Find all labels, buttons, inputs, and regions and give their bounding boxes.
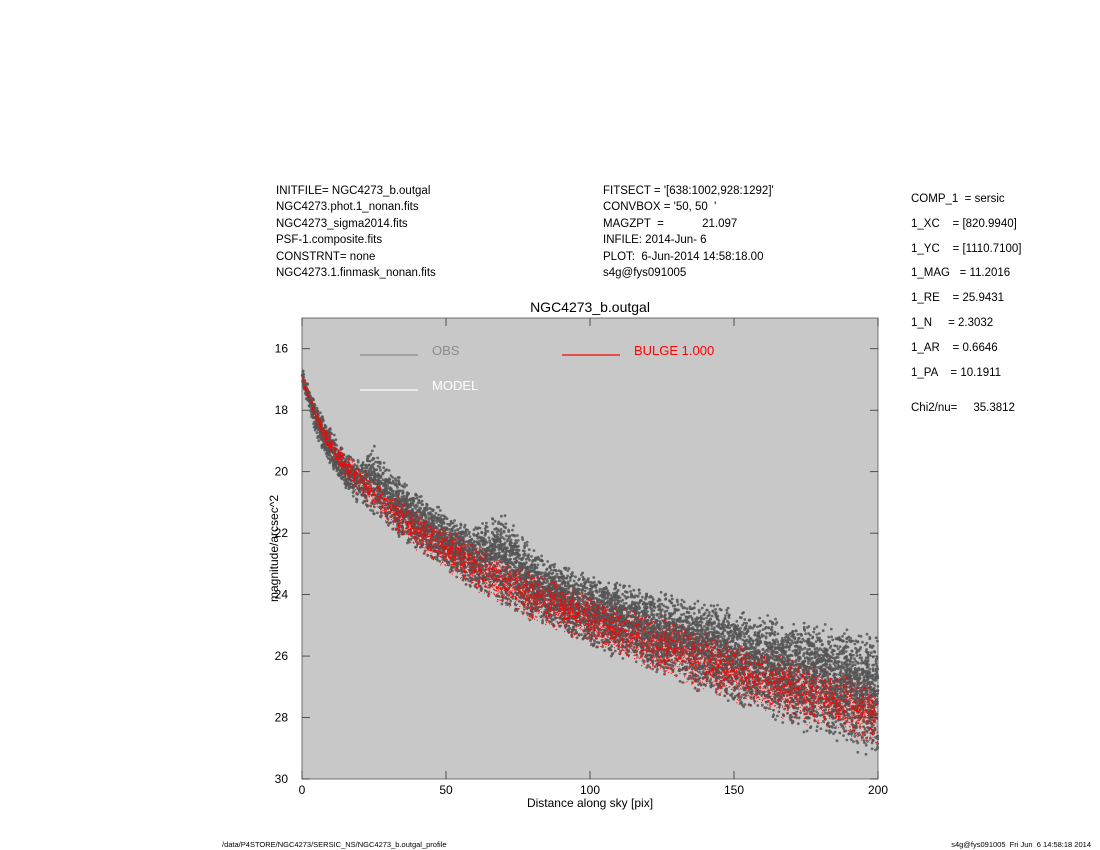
header-left-block: INITFILE= NGC4273_b.outgal NGC4273.phot.1… (276, 183, 436, 281)
fit-param-line-6: 1_AR = 0.6646 (911, 341, 998, 354)
fit-param-line-5: 1_N = 2.3032 (911, 316, 994, 329)
header-left-line-1: NGC4273.phot.1_nonan.fits (276, 201, 419, 214)
y-tick-label: 16 (275, 342, 289, 356)
fit-param-line-7: 1_PA = 10.1911 (911, 366, 1002, 379)
x-tick-label: 200 (868, 783, 888, 797)
axis-ticks: 0 50 100 150 200 16 18 20 22 24 26 28 30 (275, 318, 888, 797)
plot-area (302, 318, 878, 779)
fit-param-line-1: 1_XC = [820.9940] (911, 217, 1017, 230)
chart-legend: OBS MODEL BULGE 1.000 (360, 343, 714, 393)
x-tick-label: 0 (299, 783, 306, 797)
header-left-line-4: CONSTRNT= none (276, 250, 376, 263)
header-mid-line-4: PLOT: 6-Jun-2014 14:58:18.00 (603, 250, 764, 263)
header-left-line-0: INITFILE= NGC4273_b.outgal (276, 185, 431, 197)
header-left-line-2: NGC4273_sigma2014.fits (276, 217, 408, 230)
fit-parameters-block: COMP_1 = sersic 1_XC = [820.9940] 1_YC = [… (911, 191, 1022, 389)
legend-label: MODEL (432, 378, 478, 393)
chart-title: NGC4273_b.outgal (530, 299, 650, 315)
y-tick-label: 30 (275, 772, 289, 786)
header-mid-line-2: MAGZPT = 21.097 (603, 217, 738, 230)
y-tick-label: 24 (275, 588, 289, 602)
header-middle-block: FITSECT = '[638:1002,928:1292]' CONVBOX =… (603, 183, 774, 281)
header-mid-line-1: CONVBOX = '50, 50 ' (603, 201, 717, 214)
x-tick-label: 100 (580, 783, 600, 797)
header-mid-line-3: INFILE: 2014-Jun- 6 (603, 234, 707, 247)
legend-label: BULGE 1.000 (634, 343, 714, 358)
footer-timestamp: s4g@fys091005 Fri Jun 6 14:58:18 2014 (951, 840, 1091, 849)
y-axis-label: magnitude/arcsec^2 (267, 495, 281, 602)
y-tick-label: 28 (275, 711, 289, 725)
x-axis-label: Distance along sky [pix] (527, 796, 653, 810)
x-tick-label: 150 (724, 783, 744, 797)
header-left-line-5: NGC4273.1.finmask_nonan.fits (276, 267, 436, 280)
y-tick-label: 26 (275, 649, 289, 663)
footer-file-path: /data/P4STORE/NGC4273/SERSIC_NS/NGC4273_… (222, 840, 447, 849)
header-mid-line-0: FITSECT = '[638:1002,928:1292]' (603, 185, 774, 197)
fit-param-line-4: 1_RE = 25.9431 (911, 292, 1005, 305)
header-left-line-3: PSF-1.composite.fits (276, 234, 383, 247)
y-tick-label: 20 (275, 465, 289, 479)
y-tick-label: 22 (275, 526, 289, 540)
header-mid-line-5: s4g@fys091005 (603, 267, 687, 280)
chi2-readout: Chi2/nu= 35.3812 (911, 402, 1015, 414)
y-tick-label: 18 (275, 403, 289, 417)
fit-param-line-0: COMP_1 = sersic (911, 193, 1005, 205)
x-tick-label: 50 (439, 783, 453, 797)
fit-param-line-2: 1_YC = [1110.7100] (911, 242, 1022, 255)
fit-param-line-3: 1_MAG = 11.2016 (911, 267, 1011, 280)
bulge-scatter (301, 376, 879, 747)
legend-label: OBS (432, 343, 460, 358)
